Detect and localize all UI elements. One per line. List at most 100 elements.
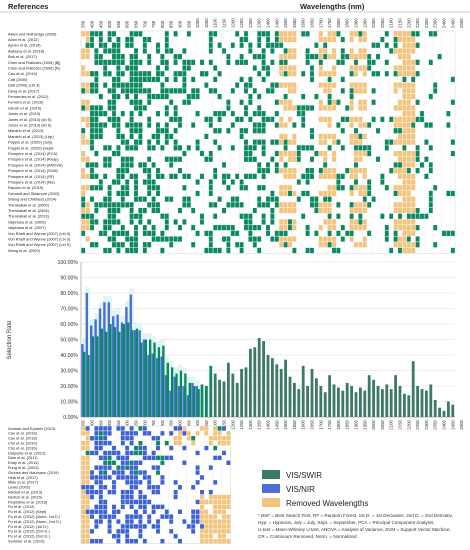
- bottom-matrix-cell: [178, 485, 182, 489]
- top-matrix-cell: [358, 168, 362, 173]
- top-matrix-cell: [363, 197, 367, 202]
- top-matrix-cell: [354, 134, 358, 139]
- top-matrix-cell: [416, 117, 420, 122]
- top-reference-label: Deng et al. (2017): [8, 88, 40, 93]
- top-matrix-cell: [354, 140, 358, 145]
- chart-bar-vis-swir: [162, 346, 164, 417]
- top-matrix-cell: [306, 168, 310, 173]
- chart-bar-vis-swir: [123, 324, 125, 417]
- bottom-matrix-cell: [130, 441, 134, 445]
- bottom-matrix-cell: [99, 431, 103, 435]
- top-matrix-cell: [182, 83, 186, 88]
- bottom-matrix-cell: [213, 436, 217, 440]
- bottom-matrix-cell: [187, 431, 191, 435]
- top-matrix-cell: [398, 71, 402, 76]
- top-matrix-cell: [367, 145, 371, 150]
- top-matrix-cell: [402, 151, 406, 156]
- top-matrix-cell: [389, 168, 393, 173]
- top-matrix-cell: [231, 179, 235, 184]
- top-matrix-cell: [81, 248, 85, 253]
- top-matrix-cell: [350, 100, 354, 105]
- top-matrix-cell: [253, 236, 257, 241]
- top-matrix-cell: [182, 48, 186, 53]
- top-matrix-cell: [103, 43, 107, 48]
- top-matrix-cell: [165, 197, 169, 202]
- top-matrix-cell: [292, 31, 296, 36]
- bottom-matrix-cell: [81, 529, 85, 533]
- bottom-matrix-cell: [143, 475, 147, 479]
- top-matrix-cell: [402, 37, 406, 42]
- top-matrix-cell: [424, 157, 428, 162]
- bottom-matrix-cell: [99, 485, 103, 489]
- top-matrix-cell: [416, 225, 420, 230]
- top-matrix-cell: [328, 71, 332, 76]
- top-matrix-cell: [394, 168, 398, 173]
- top-matrix-cell: [165, 48, 169, 53]
- top-matrix-cell: [394, 185, 398, 190]
- top-matrix-cell: [416, 236, 420, 241]
- top-matrix-cell: [209, 236, 213, 241]
- bottom-matrix-cell: [160, 461, 164, 465]
- top-matrix-cell: [108, 37, 112, 42]
- top-matrix-cell: [94, 83, 98, 88]
- bottom-matrix-cell: [94, 441, 98, 445]
- top-x-tick-label: 2500: [459, 18, 464, 28]
- top-matrix-cell: [213, 174, 217, 179]
- top-x-tick-label: 1050: [204, 18, 209, 28]
- top-matrix-cell: [407, 179, 411, 184]
- top-matrix-cell: [323, 191, 327, 196]
- top-matrix-cell: [116, 65, 120, 70]
- top-matrix-cell: [257, 185, 261, 190]
- top-matrix-cell: [134, 231, 138, 236]
- top-matrix-cell: [323, 134, 327, 139]
- top-matrix-cell: [411, 60, 415, 65]
- top-matrix-cell: [446, 191, 450, 196]
- top-matrix-cell: [143, 71, 147, 76]
- top-matrix-cell: [332, 134, 336, 139]
- top-x-tick-label: 2300: [424, 18, 429, 28]
- top-matrix-cell: [398, 225, 402, 230]
- chart-bar-vis-swir: [153, 343, 155, 417]
- top-x-tick-label: 2000: [371, 18, 376, 28]
- top-matrix-cell: [116, 168, 120, 173]
- top-matrix-cell: [424, 140, 428, 145]
- top-matrix-cell: [112, 77, 116, 82]
- top-matrix-cell: [323, 43, 327, 48]
- top-matrix-cell: [358, 208, 362, 213]
- top-matrix-cell: [86, 236, 90, 241]
- top-matrix-cell: [402, 117, 406, 122]
- top-matrix-cell: [169, 48, 173, 53]
- bottom-matrix-cell: [134, 500, 138, 504]
- top-matrix-cell: [147, 88, 151, 93]
- top-matrix-cell: [288, 83, 292, 88]
- top-matrix-cell: [143, 248, 147, 253]
- bottom-matrix-cell: [143, 456, 147, 460]
- top-matrix-cell: [94, 162, 98, 167]
- top-matrix-cell: [90, 145, 94, 150]
- top-matrix-cell: [262, 60, 266, 65]
- top-reference-label: Awiaszy et al. (2018): [8, 48, 45, 53]
- top-matrix-cell: [130, 65, 134, 70]
- bottom-matrix-cell: [108, 524, 112, 528]
- top-matrix-cell: [341, 88, 345, 93]
- top-matrix-cell: [336, 140, 340, 145]
- chart-x-tick-label: 2450: [450, 419, 455, 429]
- bottom-matrix-cell: [204, 426, 208, 430]
- bottom-matrix-cell: [138, 524, 142, 528]
- top-matrix-cell: [336, 248, 340, 253]
- top-matrix-cell: [297, 105, 301, 110]
- top-matrix-cell: [253, 111, 257, 116]
- top-matrix-cell: [187, 145, 191, 150]
- bottom-matrix-cell: [218, 500, 222, 504]
- bottom-matrix-cell: [86, 505, 90, 509]
- top-matrix-cell: [301, 94, 305, 99]
- top-matrix-cell: [284, 191, 288, 196]
- chart-bar-vis-swir: [236, 383, 239, 417]
- top-matrix-cell: [284, 225, 288, 230]
- top-matrix-cell: [108, 145, 112, 150]
- top-matrix-cell: [411, 248, 415, 253]
- top-matrix-cell: [292, 248, 296, 253]
- top-matrix-cell: [90, 83, 94, 88]
- top-matrix-cell: [292, 54, 296, 59]
- top-matrix-cell: [358, 122, 362, 127]
